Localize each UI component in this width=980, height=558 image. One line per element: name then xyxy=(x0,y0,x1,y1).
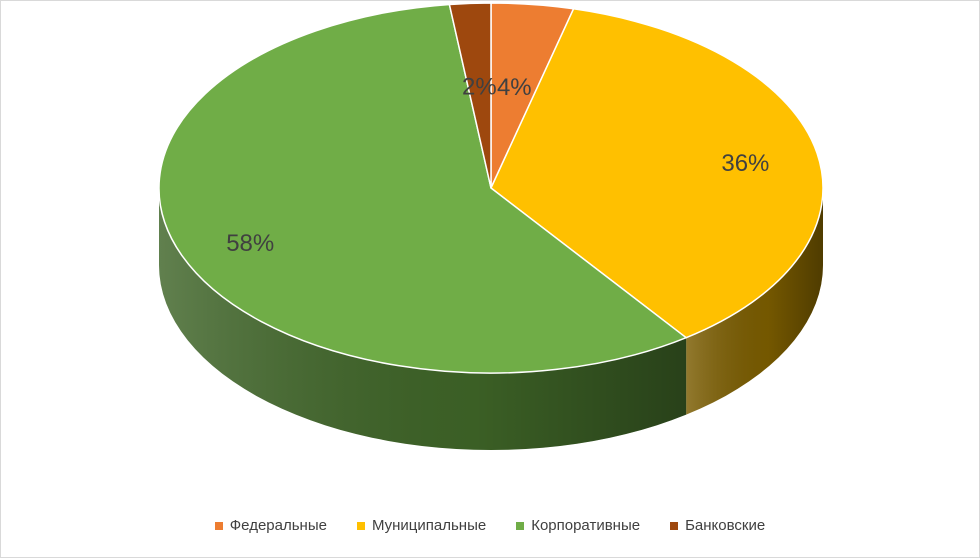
data-label-municipal: 36% xyxy=(721,150,769,177)
legend-item-banking[interactable]: Банковские xyxy=(670,517,765,534)
data-label-federal: 4% xyxy=(497,74,532,101)
legend-label-corporate: Корпоративные xyxy=(531,517,641,534)
pie-slice-municipal[interactable] xyxy=(490,8,824,339)
legend-label-municipal: Муниципальные xyxy=(371,517,487,534)
legend-label-federal: Федеральные xyxy=(229,517,327,534)
legend-item-federal[interactable]: Федеральные xyxy=(214,517,327,534)
pie-chart: 4% 36% 58% 2% xyxy=(158,2,824,450)
pie-slice-banking[interactable] xyxy=(448,2,492,189)
data-label-corporate: 58% xyxy=(226,230,274,257)
pie-side-shade-corporate xyxy=(159,188,687,450)
legend-swatch-corporate xyxy=(516,521,525,530)
legend-swatch-municipal xyxy=(356,521,365,530)
legend-item-municipal[interactable]: Муниципальные xyxy=(356,517,487,534)
legend-swatch-federal xyxy=(214,521,223,530)
pie-tops xyxy=(158,2,824,374)
legend-swatch-banking xyxy=(670,521,679,530)
legend: Федеральные Муниципальные Корпоративные … xyxy=(1,517,979,534)
pie-slice-corporate[interactable] xyxy=(158,3,687,374)
legend-label-banking: Банковские xyxy=(685,517,766,534)
legend-item-corporate[interactable]: Корпоративные xyxy=(516,517,640,534)
pie-labels: 4% 36% 58% 2% xyxy=(226,74,769,258)
data-label-banking: 2% xyxy=(462,74,497,101)
